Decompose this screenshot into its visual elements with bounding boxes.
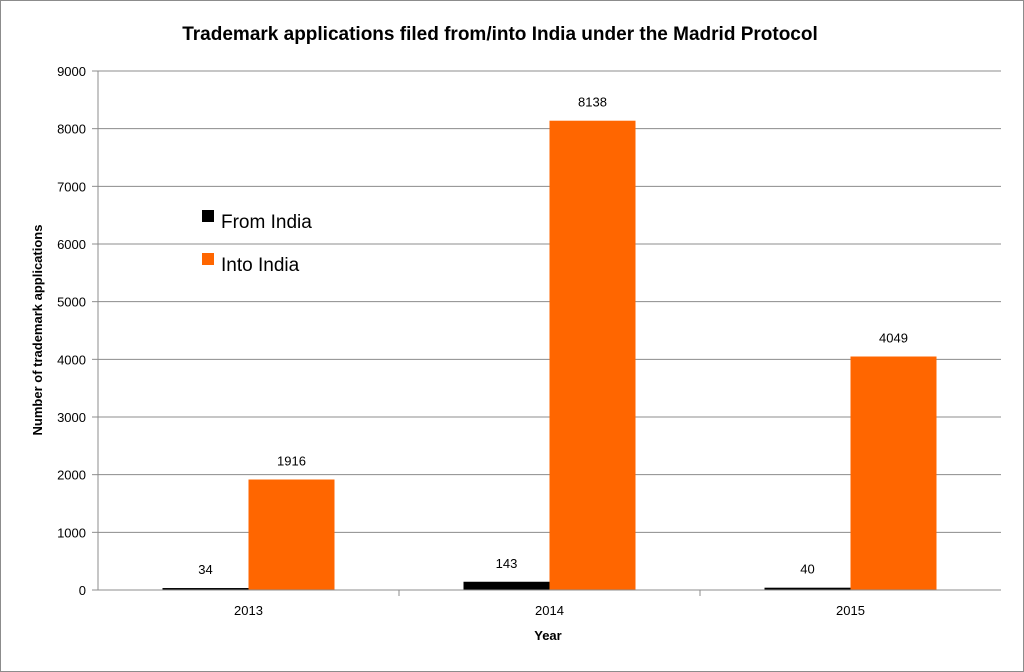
legend-swatch [202, 253, 214, 265]
data-label: 143 [496, 556, 518, 571]
y-tick-label: 3000 [57, 410, 86, 425]
bar-into-india [549, 120, 636, 590]
y-tick-label: 8000 [57, 122, 86, 137]
data-label: 34 [198, 562, 212, 577]
x-axis: 2013 2014 2015 [97, 71, 1001, 618]
chart-title: Trademark applications filed from/into I… [182, 24, 818, 45]
legend-label: From India [221, 212, 312, 233]
bar-into-india [850, 356, 937, 590]
y-axis-title: Number of trademark applications [30, 225, 45, 436]
y-tick-label: 2000 [57, 468, 86, 483]
y-tick-label: 0 [79, 583, 86, 598]
data-label: 8138 [578, 95, 607, 110]
y-tick-label: 9000 [57, 64, 86, 79]
x-tick-label: 2015 [836, 603, 865, 618]
data-labels: 34 1916 143 8138 40 4049 [198, 95, 908, 577]
y-tick-label: 6000 [57, 237, 86, 252]
x-tick-label: 2013 [234, 603, 263, 618]
bar-from-india [764, 587, 851, 590]
x-tick-label: 2014 [535, 603, 564, 618]
data-label: 40 [800, 562, 814, 577]
data-label: 4049 [879, 331, 908, 346]
y-tick-label: 1000 [57, 525, 86, 540]
bars [162, 120, 937, 590]
y-axis-ticks: 0 1000 2000 3000 4000 5000 6000 7000 8000 9000 [57, 64, 98, 598]
y-tick-label: 5000 [57, 295, 86, 310]
legend-swatch [202, 210, 214, 222]
legend-label: Into India [221, 255, 300, 276]
data-label: 1916 [277, 454, 306, 469]
x-axis-title: Year [534, 628, 561, 643]
bar-into-india [248, 479, 335, 590]
bar-from-india [463, 581, 550, 590]
legend: From India Into India [202, 210, 312, 276]
bar-from-india [162, 588, 249, 590]
y-tick-label: 4000 [57, 352, 86, 367]
y-tick-label: 7000 [57, 179, 86, 194]
